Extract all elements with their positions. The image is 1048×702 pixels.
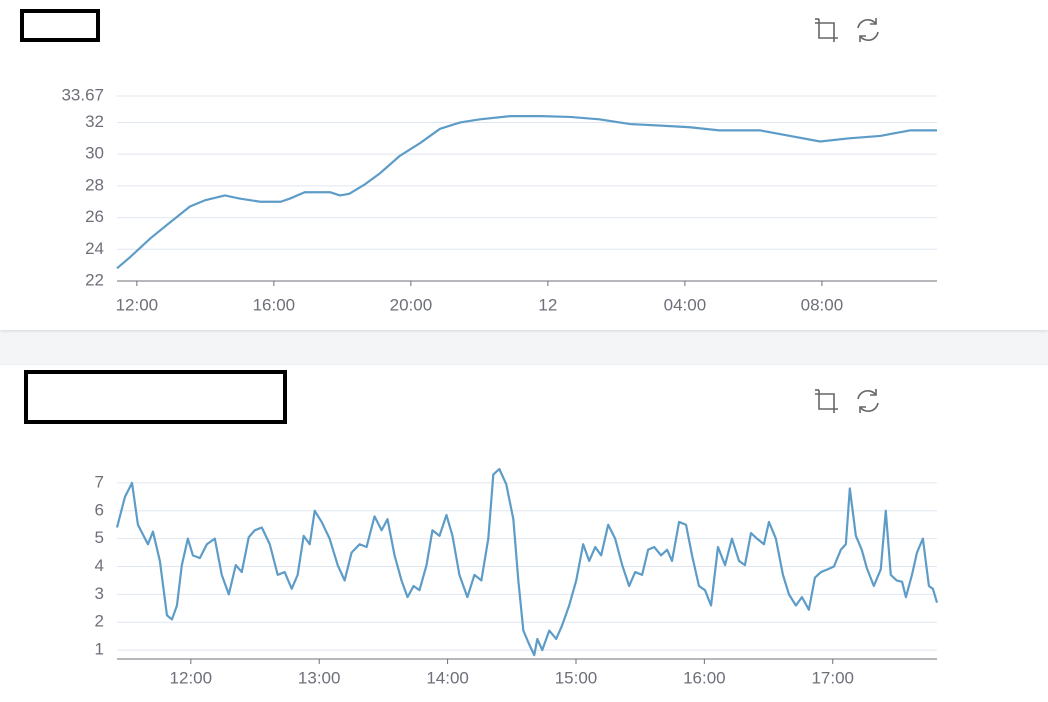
y-tick-label: 1 (95, 640, 104, 659)
y-tick-label: 7 (95, 472, 104, 491)
y-tick-label: 3 (95, 584, 104, 603)
y-tick-label: 24 (85, 239, 104, 258)
y-tick-label: 30 (85, 144, 104, 163)
chart-panel: 1 2 3 4 5 6 7 12:00 13:00 14:00 15:00 16:00 17:00 (0, 365, 1048, 702)
y-tick-label: 32 (85, 112, 104, 131)
y-tick-label: 4 (95, 556, 104, 575)
refresh-button[interactable] (853, 386, 883, 416)
x-tick-label: 17:00 (811, 668, 854, 687)
chart-panel: 22 24 26 28 30 32 33.67 12:00 16:00 20:00 12 04:00 0… (0, 0, 1048, 330)
x-tick-label: 12 (538, 295, 557, 314)
x-tick-label: 20:00 (390, 295, 433, 314)
y-tick-label: 28 (85, 175, 104, 194)
y-tick-label: 5 (95, 528, 104, 547)
data-line (116, 115, 937, 270)
x-tick-label: 16:00 (683, 668, 726, 687)
crop-button[interactable] (812, 387, 840, 415)
y-tick-label: 33.67 (61, 85, 104, 104)
refresh-button[interactable] (853, 15, 883, 45)
x-tick-label: 08:00 (801, 295, 844, 314)
y-tick-label: 6 (95, 500, 104, 519)
y-tick-label: 26 (85, 207, 104, 226)
y-tick-label: 2 (95, 612, 104, 631)
x-tick-label: 04:00 (664, 295, 707, 314)
x-tick-label: 13:00 (298, 668, 341, 687)
y-tick-label: 22 (85, 270, 104, 289)
chart: 1 2 3 4 5 6 7 12:00 13:00 14:00 15:00 16:00 17:00 (95, 467, 939, 687)
x-tick-label: 16:00 (253, 295, 296, 314)
chart: 22 24 26 28 30 32 33.67 12:00 16:00 20:00 12 04:00 0… (61, 85, 937, 314)
redacted-title (20, 9, 100, 42)
data-line (115, 467, 939, 657)
x-tick-label: 14:00 (426, 668, 469, 687)
x-tick-label: 15:00 (555, 668, 598, 687)
x-tick-label: 12:00 (170, 668, 213, 687)
crop-button[interactable] (812, 16, 840, 44)
x-tick-label: 12:00 (116, 295, 159, 314)
redacted-title (24, 370, 287, 424)
